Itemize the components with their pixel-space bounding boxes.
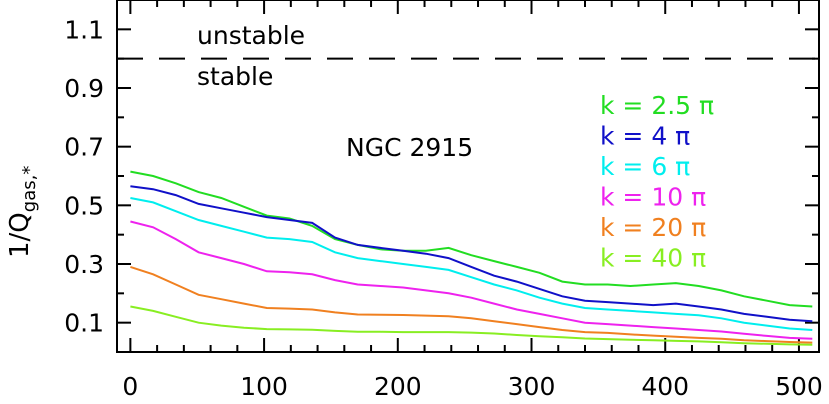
legend-entry: k = 10 π [600,183,706,212]
y-tick-label: 0.1 [64,309,104,338]
y-axis-label-sub: gas,* [19,166,40,213]
stable-label: stable [197,62,273,91]
x-tick-label: 500 [775,372,823,401]
y-tick-label: 0.5 [64,191,104,220]
series-line [130,220,813,340]
y-tick-label: 0.7 [64,133,104,162]
x-tick-label: 400 [641,372,689,401]
series-line [130,185,813,323]
legend-entry: k = 6 π [600,152,690,181]
series-line [130,305,813,346]
x-tick-label: 200 [374,372,422,401]
axis-ticks [117,0,819,353]
legend: k = 2.5 πk = 4 πk = 6 πk = 10 πk = 20 πk… [600,91,714,273]
series-line [130,170,813,308]
legend-entry: k = 20 π [600,213,706,242]
y-axis-label-main: 1/Q [5,212,35,258]
y-tick-label: 1.1 [64,15,104,44]
series-line [130,197,813,331]
legend-entry: k = 40 π [600,244,706,273]
unstable-label: unstable [197,21,305,50]
x-tick-label: 0 [122,372,138,401]
y-tick-label: 0.9 [64,74,104,103]
tick-labels: 0 100 200 300 400 500 0.1 0.3 0.5 0.7 0.9 1.1 [64,15,823,401]
y-tick-label: 0.3 [64,250,104,279]
x-tick-label: 300 [508,372,556,401]
series-line [130,265,813,344]
galaxy-label: NGC 2915 [346,133,473,162]
legend-entry: k = 4 π [600,122,690,151]
y-axis-label: 1/Qgas,* [5,166,40,258]
legend-entry: k = 2.5 π [600,91,714,120]
x-tick-label: 100 [240,372,288,401]
series-lines [130,170,813,346]
